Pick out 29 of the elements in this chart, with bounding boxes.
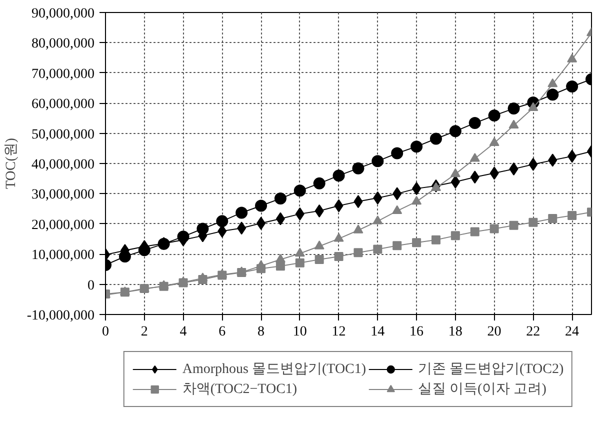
y-tick-label: 0 <box>88 278 94 294</box>
x-tick-label: 24 <box>565 324 580 340</box>
y-tick-label: 60,000,000 <box>32 97 94 112</box>
y-tick-label: 70,000,000 <box>32 66 94 82</box>
x-tick-label: 8 <box>258 324 265 340</box>
x-tick-label: 14 <box>370 324 385 340</box>
legend-label: 실질 이득(이자 고려) <box>418 381 546 398</box>
x-tick-label: 4 <box>180 324 187 340</box>
y-tick-label: 80,000,000 <box>32 36 94 52</box>
y-tick-label: -10,000,000 <box>26 308 95 324</box>
x-tick-label: 12 <box>332 324 346 340</box>
x-tick-label: 22 <box>526 324 540 340</box>
y-tick-label: 10,000,000 <box>32 248 94 264</box>
x-tick-label: 18 <box>448 324 462 340</box>
legend-label: Amorphous 몰드변압기(TOC1) <box>182 361 366 378</box>
legend-label: 차액(TOC2−TOC1) <box>182 381 298 398</box>
y-tick-label: 30,000,000 <box>32 188 94 203</box>
y-tick-label: 40,000,000 <box>32 158 94 172</box>
x-tick-label: 10 <box>292 324 307 340</box>
y-tick-label: 20,000,000 <box>32 218 94 233</box>
y-tick-label: 50,000,000 <box>32 127 94 142</box>
y-tick-label: 90,000,000 <box>32 6 94 22</box>
x-tick-label: 6 <box>218 324 226 340</box>
y-axis-title: TOC(원) <box>4 138 19 190</box>
x-tick-label: 16 <box>410 324 424 340</box>
x-tick-label: 2 <box>140 324 148 340</box>
legend-label: 기존 몰드변압기(TOC2) <box>418 361 564 378</box>
x-tick-label: 0 <box>102 324 109 340</box>
x-tick-label: 20 <box>487 324 502 340</box>
